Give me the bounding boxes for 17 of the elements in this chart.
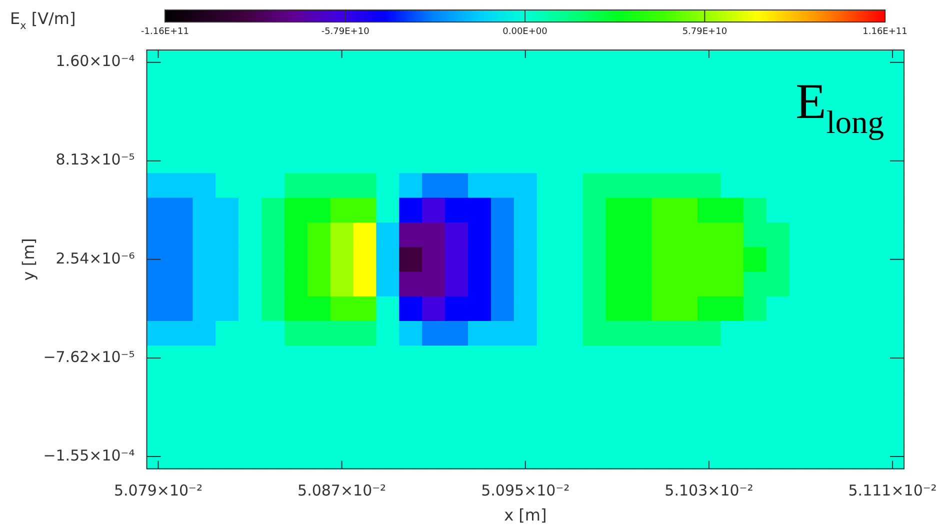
color-bar-label: 5.79E+10 xyxy=(682,26,728,37)
y-tick-label: −1.55×10⁻⁴ xyxy=(43,446,135,464)
y-axis-title: y [m] xyxy=(18,238,38,281)
x-tick-label: 5.111×10⁻² xyxy=(848,482,937,500)
x-tick-label: 5.095×10⁻² xyxy=(481,482,570,500)
color-bar-label: -1.16E+11 xyxy=(141,26,189,37)
x-tick-label: 5.087×10⁻² xyxy=(298,482,386,500)
y-tick-label: −7.62×10⁻⁵ xyxy=(43,348,135,366)
y-tick-label: 2.54×10⁻⁶ xyxy=(56,249,135,268)
color-bar-label: -5.79E+10 xyxy=(321,26,370,37)
x-tick-label: 5.079×10⁻² xyxy=(114,482,202,500)
y-tick-label: 1.60×10⁻⁴ xyxy=(56,52,135,70)
color-bar-label: 1.16E+11 xyxy=(862,26,908,37)
y-tick-label: 8.13×10⁻⁵ xyxy=(56,150,135,169)
color-bar-label: 0.00E+00 xyxy=(502,26,548,37)
x-tick-label: 5.103×10⁻² xyxy=(664,482,754,500)
x-axis-title: x [m] xyxy=(504,506,547,525)
